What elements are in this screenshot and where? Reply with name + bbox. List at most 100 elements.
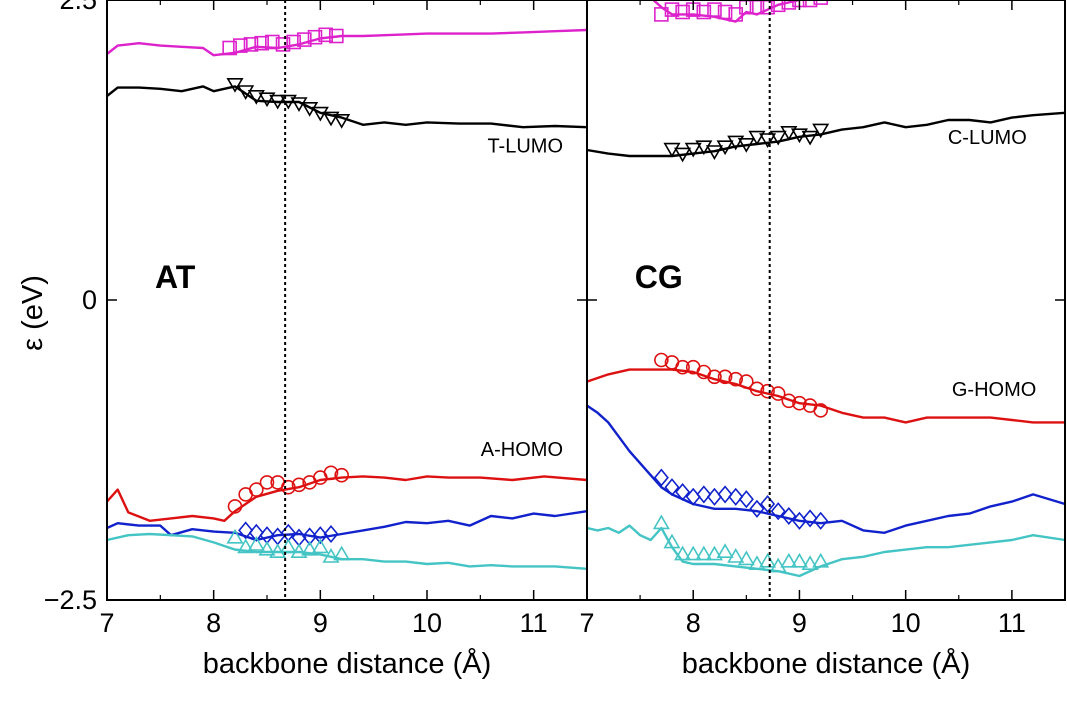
marker-homo_minus2-triangle-up	[674, 545, 692, 561]
series-line-lumo	[106, 85, 588, 129]
x-axis-label: backbone distance (Å)	[203, 647, 492, 680]
marker-lumo_plus1-square	[770, 0, 786, 13]
marker-lumo-triangle-down	[247, 90, 265, 105]
series-line-lumo_plus1	[106, 28, 588, 57]
series-line-lumo	[586, 111, 1066, 158]
marker-lumo_plus1-square	[265, 34, 280, 50]
marker-homo-circle	[227, 499, 243, 514]
marker-homo_minus1-diamond	[728, 487, 744, 506]
marker-homo_minus2-triangle-up	[322, 548, 340, 563]
marker-lumo-triangle-down	[269, 94, 287, 110]
series-line-homo_minus2	[586, 524, 1066, 578]
marker-lumo-triangle-down	[812, 123, 830, 139]
marker-lumo_plus1-square	[286, 34, 301, 50]
marker-lumo_plus1-square	[254, 35, 269, 51]
marker-homo_minus1-diamond	[675, 482, 691, 502]
marker-lumo-triangle-down	[279, 94, 297, 110]
marker-homo-circle	[770, 386, 786, 401]
marker-homo-circle	[281, 479, 296, 495]
marker-homo_minus2-triangle-up	[748, 555, 766, 571]
marker-homo_minus2-triangle-up	[290, 543, 308, 559]
x-tick-label: 8	[206, 608, 221, 638]
marker-homo_minus2-triangle-up	[684, 545, 702, 561]
panel-cg: 7 8 9 10 11 backbone distance (Å) CG C-LUMO G-HO…	[579, 0, 1066, 680]
y-tick-label: 0	[82, 285, 97, 315]
marker-homo-circle	[707, 369, 722, 385]
marker-homo_minus1-diamond	[653, 468, 669, 487]
marker-homo-circle	[259, 475, 275, 490]
x-tick-label: 7	[99, 608, 114, 638]
marker-lumo-triangle-down	[801, 130, 819, 146]
series-line-homo_minus1	[586, 404, 1066, 534]
marker-lumo_plus1-square	[243, 37, 259, 52]
marker-homo_minus2-triangle-up	[759, 552, 777, 568]
marker-homo_minus1-diamond	[770, 502, 786, 521]
marker-lumo-triangle-down	[226, 78, 244, 93]
marker-lumo_plus1-square	[307, 29, 323, 45]
marker-homo_minus2-triangle-up	[727, 548, 745, 563]
marker-homo-circle	[728, 371, 744, 387]
y-tick-label: −2.5	[44, 585, 97, 615]
marker-homo-circle	[334, 467, 349, 483]
y-tick-label: 2.5	[59, 0, 97, 15]
marker-homo_minus1-diamond	[664, 478, 680, 497]
marker-homo_minus1-diamond	[696, 485, 712, 504]
marker-lumo_plus1-square	[233, 38, 248, 53]
marker-homo-circle	[813, 403, 828, 418]
marker-homo_minus1-diamond	[323, 524, 339, 544]
marker-lumo-triangle-down	[780, 126, 798, 141]
marker-lumo-triangle-down	[737, 138, 755, 153]
marker-homo_minus2-triangle-up	[237, 538, 255, 554]
plot-frame	[586, 0, 1066, 601]
marker-homo_minus2-triangle-up	[812, 552, 830, 568]
marker-homo_minus2-triangle-up	[737, 550, 755, 566]
x-tick-label: 9	[792, 608, 807, 638]
x-tick-label: 9	[313, 608, 328, 638]
marker-lumo-triangle-down	[322, 111, 340, 127]
marker-lumo-triangle-down	[769, 130, 787, 146]
marker-lumo_plus1-square	[318, 27, 333, 43]
x-tick-label: 11	[520, 608, 548, 638]
marker-lumo_plus1-square	[664, 2, 680, 17]
marker-lumo-triangle-down	[790, 128, 808, 144]
marker-homo_minus2-triangle-up	[333, 545, 351, 561]
panels: 7 8 9 10 11 −2.5 0 2.5 backbone distance (Å) AT T-…	[44, 0, 1066, 680]
marker-homo_minus1-diamond	[760, 494, 776, 514]
marker-lumo_plus1-square	[802, 0, 818, 8]
marker-homo_minus1-diamond	[717, 485, 733, 504]
marker-lumo-triangle-down	[333, 114, 351, 129]
marker-lumo_plus1-square	[813, 0, 828, 5]
x-tick-label: 10	[891, 608, 921, 638]
panel-at: 7 8 9 10 11 −2.5 0 2.5 backbone distance (Å) AT T-…	[44, 0, 588, 680]
marker-homo-circle	[749, 381, 765, 397]
marker-homo_minus2-triangle-up	[663, 533, 681, 549]
x-tick-label: 10	[412, 608, 442, 638]
marker-lumo-triangle-down	[727, 135, 745, 151]
marker-homo_minus1-diamond	[749, 499, 765, 518]
marker-homo-circle	[760, 383, 775, 399]
marker-lumo_plus1-square	[654, 7, 669, 22]
series-line-homo	[106, 475, 588, 522]
marker-homo_minus1-diamond	[248, 523, 264, 542]
marker-lumo-triangle-down	[759, 133, 777, 148]
series-line-homo	[586, 368, 1065, 424]
marker-homo-circle	[323, 465, 339, 481]
marker-homo-circle	[781, 393, 797, 409]
marker-homo_minus2-triangle-up	[801, 555, 819, 571]
marker-homo_minus2-triangle-up	[247, 536, 265, 551]
marker-homo_minus2-triangle-up	[258, 540, 276, 556]
marker-homo_minus1-diamond	[738, 490, 754, 509]
marker-lumo_plus1-square	[717, 4, 733, 20]
marker-homo_minus2-triangle-up	[716, 543, 734, 559]
marker-lumo_plus1-square	[675, 4, 690, 20]
y-axis-label: ε (eV)	[17, 275, 49, 351]
x-tick-label: 8	[686, 608, 701, 638]
panel-tag: AT	[155, 259, 196, 295]
marker-homo-circle	[654, 352, 669, 368]
marker-homo-circle	[739, 374, 754, 389]
marker-lumo-triangle-down	[705, 145, 724, 160]
marker-homo_minus2-triangle-up	[652, 514, 670, 530]
marker-homo_minus2-triangle-up	[705, 545, 724, 561]
marker-lumo-triangle-down	[716, 140, 734, 156]
